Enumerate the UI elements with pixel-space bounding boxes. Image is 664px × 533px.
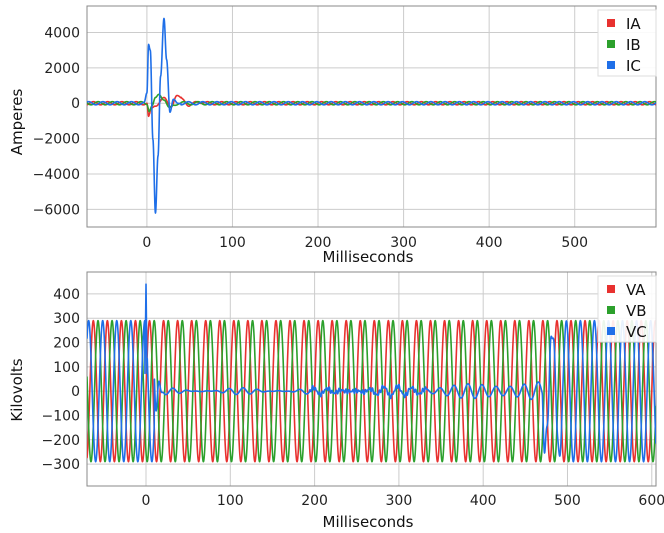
current-ytick-label: −4000 <box>33 167 80 183</box>
voltage-xtick-label: 600 <box>638 493 664 509</box>
voltage-xtick-label: 200 <box>301 493 328 509</box>
current-ytick-label: 0 <box>71 96 80 112</box>
current-series-ic <box>87 17 656 214</box>
voltage-legend-label-vc: VC <box>626 323 647 341</box>
voltage-ytick-label: −300 <box>42 457 80 473</box>
current-plot-frame <box>86 5 657 228</box>
voltage-legend-label-va: VA <box>626 281 646 299</box>
current-xtick-label: 500 <box>561 235 588 251</box>
current-ytick-label: −2000 <box>33 132 80 148</box>
voltage-ytick-label: 200 <box>53 336 80 352</box>
voltage-chart: 0 100 200 300 400 500 600 −300 −200 −100 0 100 200 30… <box>8 271 664 531</box>
current-xtick-label: 400 <box>476 235 503 251</box>
current-ytick-label: 2000 <box>44 61 80 77</box>
current-legend: IA IB IC <box>597 9 657 77</box>
current-ylabel: Amperes <box>8 89 26 156</box>
voltage-xtick-label: 500 <box>554 493 581 509</box>
voltage-tick-labels: 0 100 200 300 400 500 600 −300 −200 −100 0 100 200 30… <box>42 287 664 509</box>
current-chart: 0 100 200 300 400 500 −6000 −4000 −2000 0 2000 4000… <box>0 0 664 266</box>
voltage-ytick-label: 400 <box>53 287 80 303</box>
voltage-legend: VA VB VC <box>597 275 657 343</box>
voltage-series-vc <box>87 283 656 463</box>
voltage-legend-swatch-vb <box>607 306 615 314</box>
voltage-xtick-label: 100 <box>217 493 244 509</box>
current-ytick-label: 4000 <box>44 26 80 42</box>
voltage-ytick-label: 100 <box>53 360 80 376</box>
current-xtick-label: 100 <box>219 235 246 251</box>
current-lines <box>87 17 656 214</box>
current-tick-labels: 0 100 200 300 400 500 −6000 −4000 −2000 0 2000 4000 <box>33 26 588 251</box>
voltage-ytick-label: −100 <box>42 408 80 424</box>
voltage-legend-swatch-vc <box>607 327 615 335</box>
current-xtick-label: 300 <box>390 235 417 251</box>
voltage-ylabel: Kilovolts <box>8 358 26 421</box>
current-xtick-label: 200 <box>305 235 332 251</box>
voltage-xlabel: Milliseconds <box>323 513 414 531</box>
current-legend-label-ia: IA <box>626 15 641 33</box>
current-legend-swatch-ic <box>607 61 615 69</box>
voltage-series-va <box>87 319 656 463</box>
voltage-legend-swatch-va <box>607 285 615 293</box>
voltage-lines <box>87 283 656 463</box>
voltage-series-vb <box>87 319 656 463</box>
current-legend-label-ib: IB <box>626 36 641 54</box>
voltage-xtick-label: 0 <box>142 493 151 509</box>
current-legend-swatch-ia <box>607 19 615 27</box>
current-xlabel: Milliseconds <box>323 248 414 266</box>
current-legend-label-ic: IC <box>626 57 641 75</box>
voltage-ytick-label: 0 <box>71 384 80 400</box>
current-ytick-label: −6000 <box>33 202 80 218</box>
voltage-xtick-label: 400 <box>470 493 497 509</box>
voltage-xtick-label: 300 <box>386 493 413 509</box>
voltage-legend-label-vb: VB <box>626 302 647 320</box>
current-xtick-label: 0 <box>142 235 151 251</box>
voltage-ytick-label: −200 <box>42 433 80 449</box>
voltage-ytick-label: 300 <box>53 311 80 327</box>
current-legend-swatch-ib <box>607 40 615 48</box>
